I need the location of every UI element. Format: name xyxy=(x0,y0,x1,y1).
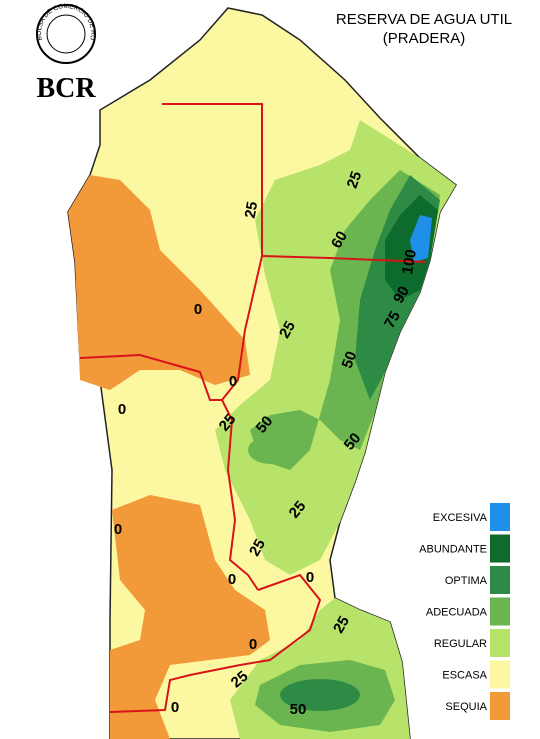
legend-label: REGULAR xyxy=(434,638,487,650)
legend-swatch xyxy=(490,534,510,563)
optima-spot xyxy=(280,679,360,711)
contour-label: 25 xyxy=(242,200,262,219)
legend-label: OPTIMA xyxy=(445,575,488,587)
contour-label: 0 xyxy=(171,699,179,716)
title: RESERVA DE AGUA UTIL xyxy=(336,11,512,28)
contour-label: 0 xyxy=(306,569,314,586)
subtitle: (PRADERA) xyxy=(383,30,466,47)
contour-label: 60 xyxy=(328,228,351,251)
legend-label: SEQUIA xyxy=(445,701,487,713)
contour-label: 100 xyxy=(399,248,420,276)
contour-label: 25 xyxy=(330,613,353,636)
contour-label: 90 xyxy=(390,283,413,306)
contour-label: 25 xyxy=(276,318,299,341)
legend-swatch xyxy=(490,692,510,720)
legend-label: EXCESIVA xyxy=(433,512,488,524)
legend-swatch xyxy=(490,629,510,657)
legend: EXCESIVA ABUNDANTE OPTIMA ADECUADA REGULAR ES… xyxy=(419,503,510,720)
legend-swatch xyxy=(490,503,510,531)
sequia-area-south xyxy=(110,495,270,739)
legend-label: ABUNDANTE xyxy=(419,543,487,555)
contour-label: 0 xyxy=(228,571,236,588)
legend-swatch xyxy=(490,660,510,689)
contour-label: 25 xyxy=(246,536,269,559)
contour-label: 0 xyxy=(249,636,257,653)
contour-label: 0 xyxy=(118,401,126,418)
contour-label: 25 xyxy=(344,169,366,190)
contour-label: 50 xyxy=(339,349,361,370)
excesiva-area xyxy=(410,215,432,262)
legend-label: ADECUADA xyxy=(426,606,488,618)
contour-label: 75 xyxy=(381,308,404,331)
adecuada-spot xyxy=(248,436,292,464)
logo-inner xyxy=(46,14,86,54)
contour-label: 0 xyxy=(114,521,122,538)
sequia-area-west xyxy=(68,175,250,390)
logo-text: BCR xyxy=(36,73,96,104)
contour-label: 0 xyxy=(229,373,237,390)
contour-label: 0 xyxy=(194,301,202,318)
legend-label: ESCASA xyxy=(442,669,487,681)
legend-swatch xyxy=(490,597,510,626)
contour-label: 50 xyxy=(290,701,307,718)
department-boundaries xyxy=(79,103,426,713)
logo-ring xyxy=(36,4,96,64)
legend-swatch xyxy=(490,566,510,594)
